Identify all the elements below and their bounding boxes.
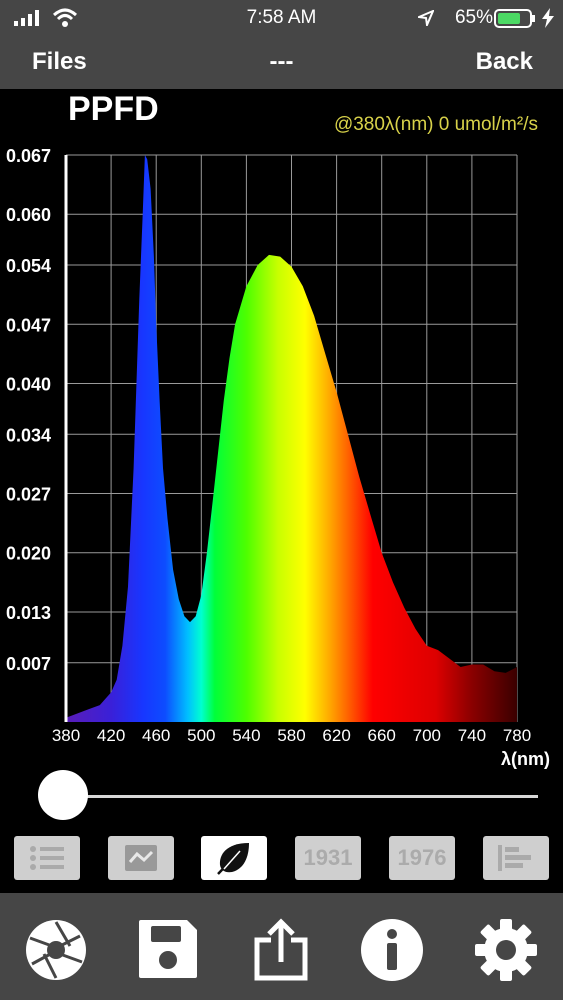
wavelength-readout: @380λ(nm) 0 umol/m²/s [333,114,538,135]
line-graph-icon [125,845,157,871]
nav-title: --- [269,48,294,75]
charging-bolt-icon [542,8,554,28]
y-tick-label: 0.020 [6,544,51,564]
x-tick-label: 660 [368,726,396,745]
y-tick-label: 0.054 [6,256,51,276]
tab-bar-chart[interactable] [483,836,549,880]
leaf-icon [217,843,249,875]
chart-title: PPFD [68,90,159,128]
wavelength-slider-track[interactable] [64,795,538,798]
tab-spectrum-graph[interactable] [108,836,174,880]
y-tick-label: 0.040 [6,374,51,394]
battery-percent: 65% [454,7,493,28]
navigation-bar: Files --- Back [0,36,563,89]
tab-cie-1931[interactable]: 1931 [295,836,361,880]
spectrum-chart: 0.007 0.013 0.020 0.027 0.034 0.040 0.047 0.054… [6,146,550,769]
x-tick-label: 460 [142,726,170,745]
x-tick-label: 700 [413,726,441,745]
settings-gear-icon[interactable] [474,918,538,982]
tab-ppfd[interactable] [201,836,267,880]
spectrum-area [66,155,517,722]
y-tick-label: 0.007 [6,654,51,674]
tab-list[interactable] [14,836,80,880]
x-tick-label: 740 [458,726,486,745]
x-tick-label: 420 [97,726,125,745]
y-tick-label: 0.034 [6,425,51,445]
signal-icon [14,10,39,26]
x-axis-label: λ(nm) [501,749,550,769]
save-icon[interactable] [137,918,199,980]
share-icon[interactable] [249,918,313,982]
y-tick-label: 0.067 [6,146,51,166]
aperture-measure-icon[interactable] [24,918,88,982]
wavelength-slider-thumb[interactable] [38,770,88,820]
tab-cie-1976[interactable]: 1976 [389,836,455,880]
location-icon [418,10,434,26]
y-tick-label: 0.047 [6,315,51,335]
y-tick-labels: 0.007 0.013 0.020 0.027 0.034 0.040 0.047 0.054… [6,146,51,674]
status-time: 7:58 AM [246,7,317,28]
battery-icon [494,9,535,28]
y-tick-label: 0.013 [6,603,51,623]
wifi-icon [52,8,78,27]
x-tick-labels: 380 420 460 500 540 580 620 660 700 740 780 [52,726,531,745]
y-tick-label: 0.027 [6,485,51,505]
status-bar: 7:58 AM 65% [0,0,563,36]
x-tick-label: 380 [52,726,80,745]
list-icon [30,846,64,870]
x-tick-label: 620 [322,726,350,745]
info-icon[interactable] [360,918,424,982]
x-tick-label: 500 [187,726,215,745]
x-tick-label: 580 [277,726,305,745]
back-button[interactable]: Back [475,48,533,75]
x-tick-label: 540 [232,726,260,745]
files-button[interactable]: Files [32,48,87,75]
y-tick-label: 0.060 [6,205,51,225]
x-tick-label: 780 [503,726,531,745]
bar-chart-icon [498,845,531,871]
